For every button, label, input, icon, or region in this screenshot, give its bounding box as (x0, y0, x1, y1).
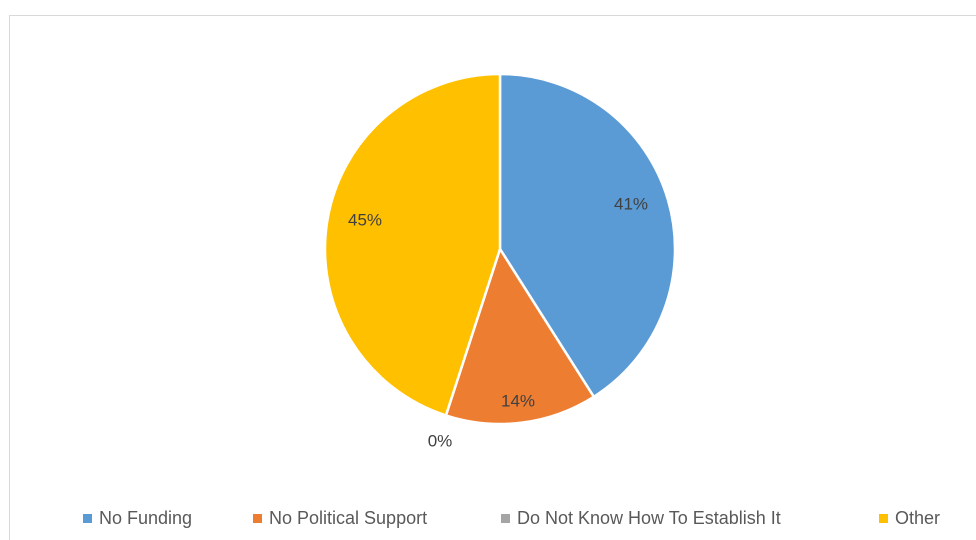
pie-slice-other (323, 72, 502, 417)
legend-item-no-funding: No Funding (83, 506, 192, 530)
legend-swatch (83, 514, 92, 523)
data-label-no-funding: 41% (614, 194, 648, 213)
data-label-do-not-know-how-to-establish-it: 0% (428, 431, 453, 450)
data-label-other: 45% (348, 210, 382, 229)
legend-item-no-political-support: No Political Support (253, 506, 427, 530)
chart-legend: No Funding No Political Support Do Not K… (0, 506, 976, 530)
legend-label: No Political Support (269, 508, 428, 528)
legend-label: No Funding (99, 508, 193, 528)
legend-item-other: Other (879, 506, 940, 530)
legend-label: Other (895, 508, 941, 528)
legend-label: Do Not Know How To Establish It (517, 508, 781, 528)
legend-swatch (501, 514, 510, 523)
legend-item-do-not-know: Do Not Know How To Establish It (501, 506, 781, 530)
data-label-no-political-support: 14% (501, 391, 535, 410)
pie-slice-no-political-support (444, 247, 596, 426)
legend-swatch (879, 514, 888, 523)
legend-swatch (253, 514, 262, 523)
